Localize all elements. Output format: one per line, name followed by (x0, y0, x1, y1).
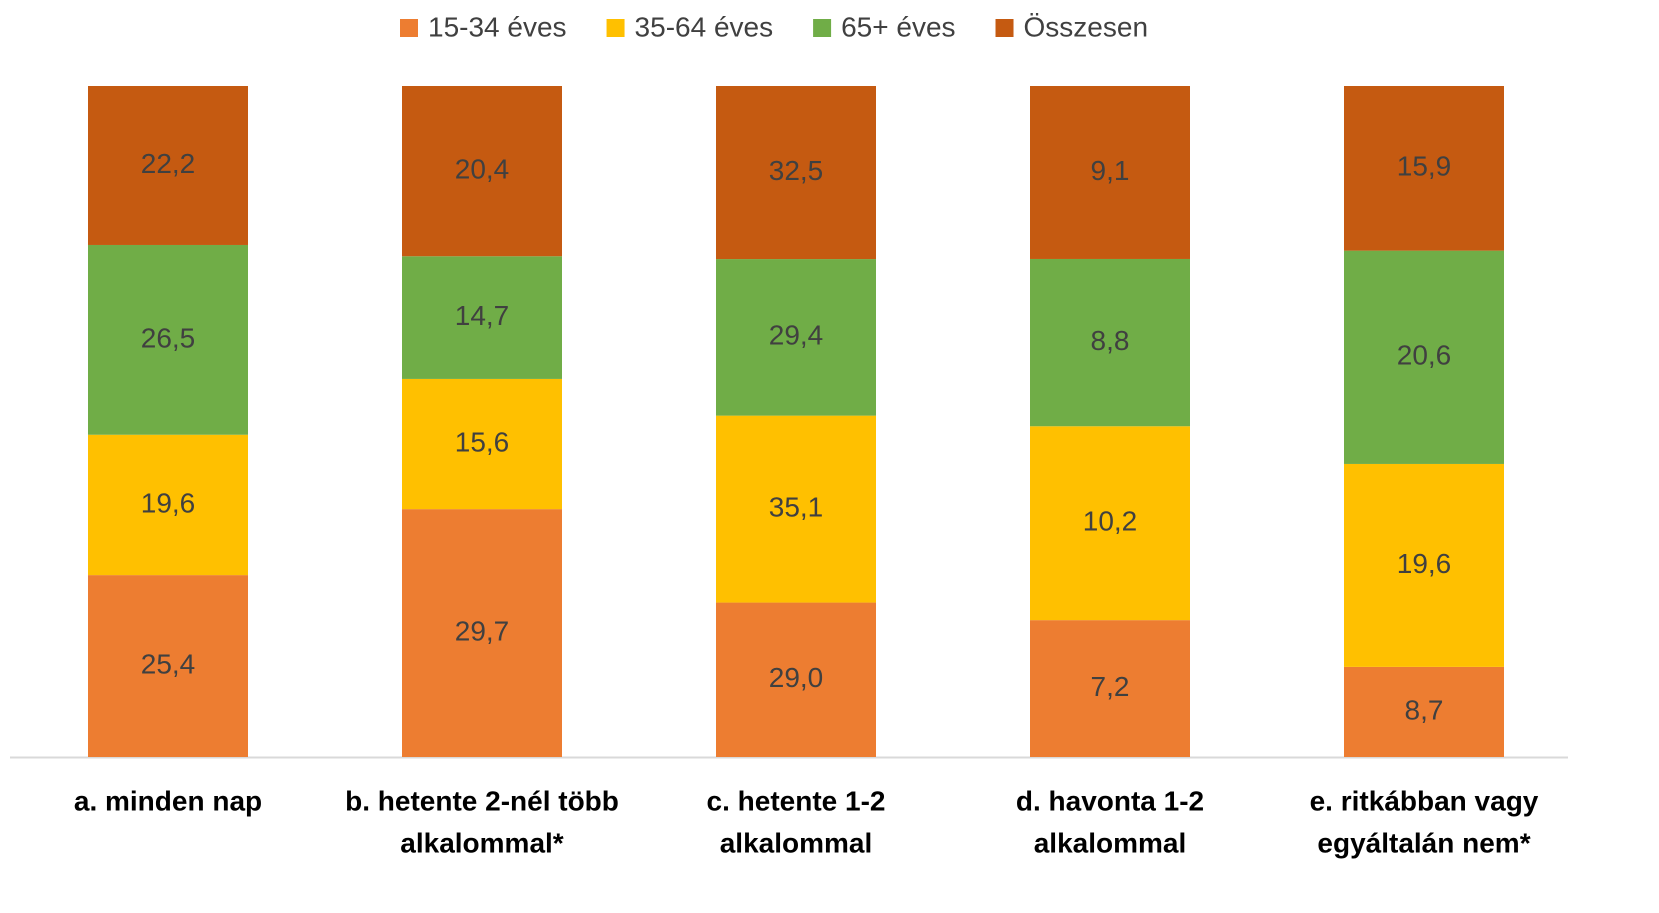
bar-segment (716, 259, 876, 416)
data-label: 29,0 (769, 662, 824, 693)
legend-label: 35-64 éves (635, 11, 774, 42)
data-label: 22,2 (141, 148, 196, 179)
x-tick-label: a. minden nap (74, 785, 262, 816)
x-tick-label: d. havonta 1-2 (1016, 785, 1204, 816)
x-tick-label: egyáltalán nem* (1317, 827, 1530, 858)
data-label: 14,7 (455, 300, 510, 331)
x-tick-label: e. ritkábban vagy (1310, 785, 1539, 816)
bar-segment (402, 86, 562, 257)
bar-segment (1344, 86, 1504, 251)
x-tick-label: b. hetente 2-nél több (345, 785, 619, 816)
data-label: 29,7 (455, 615, 510, 646)
bar-segment (402, 509, 562, 757)
bar-segment (1030, 258, 1190, 427)
legend-swatch (606, 19, 625, 37)
legend-swatch (813, 19, 832, 37)
x-tick-label: alkalommal (1034, 827, 1187, 858)
bar-segment (716, 415, 876, 603)
legend-swatch (995, 19, 1014, 37)
data-label: 35,1 (769, 491, 824, 522)
bar-segment (716, 86, 876, 260)
data-label: 15,6 (455, 426, 510, 457)
data-label: 7,2 (1091, 671, 1130, 702)
data-label: 10,2 (1083, 506, 1138, 537)
data-label: 19,6 (1397, 548, 1452, 579)
data-label: 20,6 (1397, 340, 1452, 371)
data-label: 8,8 (1091, 325, 1130, 356)
data-label: 29,4 (769, 320, 824, 351)
legend-label: 65+ éves (841, 11, 955, 42)
bar-segment (1030, 426, 1190, 621)
legend-swatch (400, 19, 418, 37)
bar-segment (1030, 86, 1190, 259)
bar-segment (88, 434, 248, 576)
data-label: 8,7 (1405, 694, 1444, 725)
bar-segment (1344, 463, 1504, 667)
bar-segment (88, 575, 248, 757)
bar-segment (1344, 666, 1504, 757)
bar-segment (1344, 250, 1504, 464)
x-tick-label: c. hetente 1-2 (707, 785, 886, 816)
legend-label: 15-34 éves (428, 11, 567, 42)
bar-segment (402, 256, 562, 379)
bar-segment (88, 244, 248, 435)
data-label: 25,4 (141, 648, 196, 679)
bar-segment (88, 86, 248, 245)
x-tick-label: alkalommal* (400, 827, 564, 858)
data-label: 19,6 (141, 487, 196, 518)
bar-segment (1030, 620, 1190, 757)
data-label: 15,9 (1397, 151, 1452, 182)
legend-label: Összesen (1024, 11, 1149, 42)
data-label: 32,5 (769, 155, 824, 186)
bar-segment (402, 378, 562, 510)
data-label: 9,1 (1091, 155, 1130, 186)
bar-segment (716, 602, 876, 757)
data-label: 26,5 (141, 322, 196, 353)
x-tick-label: alkalommal (720, 827, 873, 858)
data-label: 20,4 (455, 154, 510, 185)
